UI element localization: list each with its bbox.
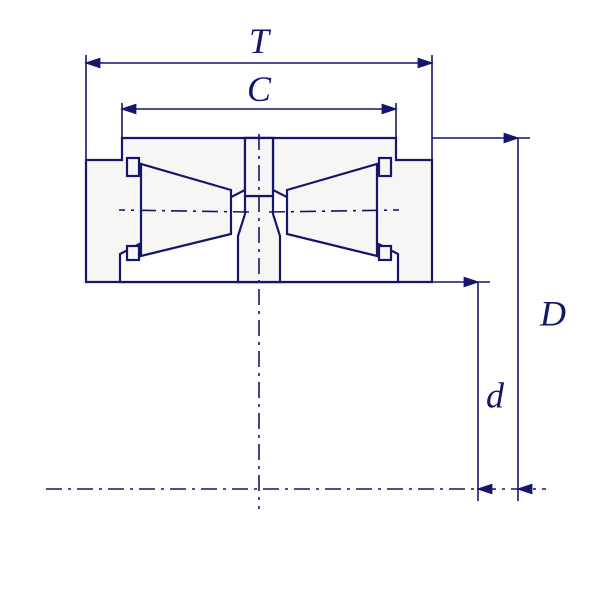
label-d: d: [486, 376, 505, 416]
label-C: C: [247, 69, 272, 109]
cage-tab: [379, 246, 391, 260]
cage-tab: [127, 246, 139, 260]
label-D: D: [539, 294, 566, 334]
bearing-cross-section-diagram: TC Dd: [0, 0, 600, 600]
cage-tab: [127, 158, 139, 176]
label-T: T: [249, 21, 272, 61]
cage-tab: [379, 158, 391, 176]
